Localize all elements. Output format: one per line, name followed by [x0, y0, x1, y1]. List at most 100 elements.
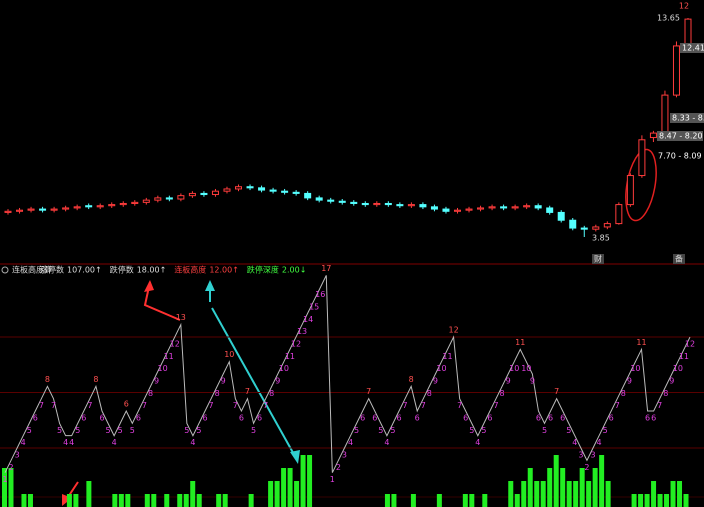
legend-name: 连板高度	[174, 265, 206, 275]
bar	[66, 494, 72, 507]
point-label: 9	[221, 377, 226, 386]
candle-body	[177, 195, 185, 200]
bar	[177, 494, 183, 507]
price-annotation: 12.41	[682, 44, 704, 53]
point-label: 2	[9, 463, 14, 472]
point-label: 7	[263, 401, 268, 410]
bar	[508, 481, 514, 507]
bar	[482, 494, 488, 507]
point-label: 6	[463, 414, 468, 423]
point-label: 5	[378, 426, 383, 435]
cyan-pointer-head	[290, 450, 300, 464]
legend-name: 涨停数	[40, 265, 64, 275]
candle-body	[16, 209, 24, 212]
bar	[125, 494, 131, 507]
bar	[514, 494, 520, 507]
point-label: 6	[548, 414, 553, 423]
candle-body	[661, 94, 669, 134]
point-label: 7	[39, 401, 44, 410]
indicator-icon	[1, 266, 9, 274]
legend-value: 2.00↓	[282, 266, 307, 275]
point-label: 14	[303, 315, 313, 324]
candle-body	[246, 186, 254, 189]
point-label: 10	[224, 350, 234, 359]
bar	[683, 494, 689, 507]
point-label: 3	[15, 451, 20, 460]
bar	[540, 481, 546, 507]
bar	[281, 468, 287, 507]
point-label: 6	[239, 414, 244, 423]
legend-value: 12.00↑	[209, 266, 239, 275]
point-label: 5	[542, 426, 547, 435]
point-label: 5	[118, 426, 123, 435]
bar	[592, 468, 598, 507]
candle-body	[350, 201, 358, 204]
bar	[112, 494, 118, 507]
point-label: 4	[597, 438, 602, 447]
point-label: 7	[87, 401, 92, 410]
legend-name: 跌停深度	[247, 265, 279, 275]
bar	[534, 481, 540, 507]
price-annotation: 财	[594, 254, 602, 264]
bar	[566, 481, 572, 507]
point-label: 8	[409, 375, 414, 384]
bar	[469, 494, 475, 507]
candle-body	[396, 204, 404, 207]
bar	[86, 481, 92, 507]
candle-body	[338, 200, 346, 203]
point-label: 10	[509, 364, 519, 373]
point-label: 8	[500, 389, 505, 398]
point-label: 8	[93, 375, 98, 384]
candle-body	[315, 197, 323, 201]
bar	[391, 494, 397, 507]
point-label: 5	[75, 426, 80, 435]
point-label: 4	[21, 438, 26, 447]
point-label: 5	[106, 426, 111, 435]
bar	[196, 494, 202, 507]
point-label: 4	[475, 438, 480, 447]
point-label: 7	[51, 401, 56, 410]
point-label: 5	[196, 426, 201, 435]
label-box	[657, 131, 703, 141]
point-label: 4	[572, 438, 577, 447]
point-label: 6	[81, 414, 86, 423]
candle-body	[108, 204, 116, 207]
candle-body	[269, 189, 277, 192]
bar	[664, 494, 670, 507]
point-label: 7	[421, 401, 426, 410]
point-label: 4	[190, 438, 195, 447]
bar	[547, 468, 553, 507]
label-box	[673, 254, 685, 264]
candle-body	[119, 202, 127, 206]
point-label: 9	[275, 377, 280, 386]
bar	[579, 468, 585, 507]
point-label: 6	[415, 414, 420, 423]
legend-value: 18.00↑	[137, 266, 167, 275]
point-label: 8	[45, 375, 50, 384]
price-annotation: 12	[679, 2, 689, 11]
candle-body	[223, 188, 231, 192]
bar	[307, 455, 313, 507]
cyan-pointer	[211, 307, 297, 459]
point-label: 7	[615, 401, 620, 410]
bar	[644, 494, 650, 507]
candle-body	[142, 199, 150, 203]
label-box	[592, 254, 604, 264]
point-label: 4	[348, 438, 353, 447]
bar	[144, 494, 150, 507]
candle-body	[292, 191, 300, 194]
legend-value: 107.00↑	[67, 266, 102, 275]
point-label: 6	[560, 414, 565, 423]
bar	[2, 468, 7, 507]
point-label: 7	[457, 401, 462, 410]
point-label: 7	[366, 387, 371, 396]
point-label: 6	[396, 414, 401, 423]
candle-body	[39, 208, 47, 211]
candle-body	[649, 132, 657, 139]
candle-body	[211, 190, 219, 196]
point-label: 7	[403, 401, 408, 410]
candle-body	[419, 204, 427, 208]
candle-body	[235, 186, 243, 190]
point-label: 12	[685, 340, 695, 349]
